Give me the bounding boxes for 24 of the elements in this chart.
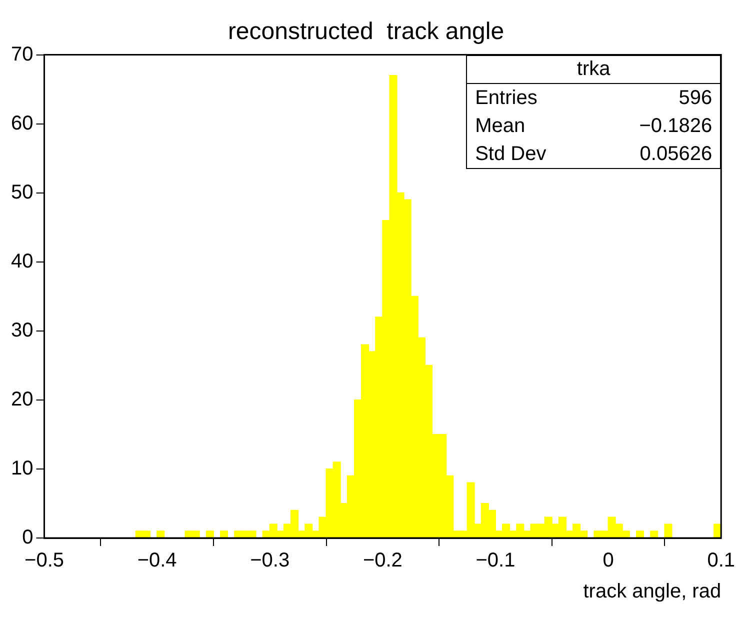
annotation: 0.05626 bbox=[640, 142, 712, 167]
y-tick-label: 20 bbox=[10, 388, 34, 410]
chart-title: reconstructed track angle bbox=[228, 18, 504, 46]
annotation: Mean bbox=[475, 114, 526, 139]
x-tick-label: −0.5 bbox=[24, 550, 64, 572]
annotation: trka bbox=[467, 56, 720, 84]
y-tick-label: 60 bbox=[10, 112, 34, 134]
y-tick-label: 40 bbox=[10, 250, 34, 272]
x-tick-label: 0 bbox=[602, 550, 614, 572]
annotation: 596 bbox=[678, 86, 712, 111]
annotation: Entries bbox=[475, 86, 538, 111]
x-tick-label: −0.4 bbox=[137, 550, 177, 572]
x-tick-label: −0.1 bbox=[476, 550, 516, 572]
y-tick-label: 10 bbox=[10, 457, 34, 480]
y-tick-label: 70 bbox=[10, 43, 34, 66]
y-tick-label: 30 bbox=[10, 319, 34, 342]
y-tick-label: 0 bbox=[22, 526, 34, 549]
y-tick-label: 50 bbox=[10, 181, 34, 204]
x-axis-title: track angle, rad bbox=[583, 580, 722, 603]
x-tick-label: −0.2 bbox=[362, 550, 402, 572]
x-tick-label: 0.1 bbox=[707, 550, 736, 572]
annotation: Std Dev bbox=[475, 142, 546, 167]
x-tick-label: −0.3 bbox=[250, 550, 290, 572]
annotation: −0.1826 bbox=[639, 114, 712, 139]
